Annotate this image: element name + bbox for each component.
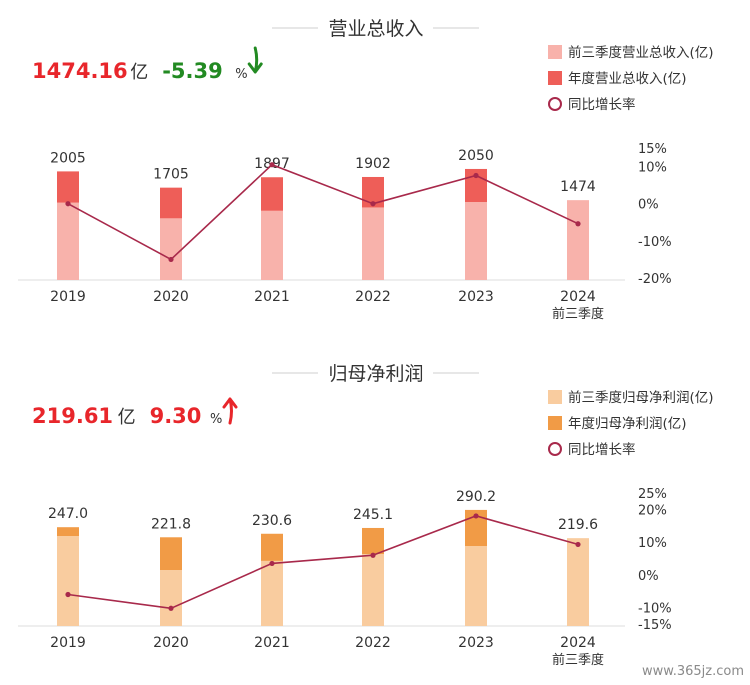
chart2-legend-swatch-annual — [548, 416, 562, 430]
chart1-bar-q3-2024 — [567, 200, 589, 280]
chart1-data-label-2022: 1902 — [355, 156, 391, 172]
chart2-growth-point-2019 — [65, 591, 71, 598]
chart2-data-label-2020: 221.8 — [151, 516, 191, 532]
chart1-x-tick-2024: 2024 — [560, 289, 596, 305]
chart1-headline-value: 1474.16 — [32, 59, 128, 83]
chart2-bar-q3-2023 — [465, 546, 487, 626]
chart2-y2-tick-20: 20% — [638, 503, 667, 518]
chart1-growth-point-2023 — [473, 172, 479, 179]
chart1-title: 营业总收入 — [328, 18, 423, 40]
chart2-legend-label-q3: 前三季度归母净利润(亿) — [568, 389, 714, 406]
chart1-legend-label-q3: 前三季度营业总收入(亿) — [568, 44, 714, 61]
chart2-legend-label-growth: 同比增长率 — [568, 441, 636, 458]
chart2-y2-tick-25: 25% — [638, 487, 667, 502]
chart1-x-tick-2020: 2020 — [153, 289, 189, 305]
chart2-data-label-2022: 245.1 — [353, 507, 393, 523]
chart1-bar-q3-2023 — [465, 202, 487, 280]
chart1-y2-tick-0: 0% — [638, 198, 659, 213]
chart1-headline-unit: 亿 — [130, 62, 148, 83]
chart1-growth-point-2022 — [370, 201, 376, 207]
chart1-data-label-2023: 2050 — [458, 148, 494, 164]
chart1-y2-tick--10: -10% — [638, 235, 672, 250]
chart1-headline-change-unit: % — [235, 67, 247, 82]
chart2-bar-q3-2020 — [160, 570, 182, 626]
chart1-growth-point-2024 — [575, 221, 581, 227]
chart1-growth-point-2020 — [168, 256, 174, 263]
chart1-arrow-down-icon — [247, 46, 263, 74]
chart2-data-label-2023: 290.2 — [456, 489, 496, 505]
chart1-headline-change: -5.39 — [162, 59, 223, 83]
chart2-bar-q3-2021 — [261, 560, 283, 626]
chart2-bar-q3-2019 — [57, 536, 79, 626]
chart1-legend-swatch-annual — [548, 71, 562, 85]
chart1-legend-swatch-growth — [548, 97, 562, 111]
chart2-x-tick-2019: 2019 — [50, 635, 86, 651]
chart2-x-tick-2023: 2023 — [458, 635, 494, 651]
chart1-y2-tick--20: -20% — [638, 272, 672, 287]
chart1-bar-q3-2019 — [57, 202, 79, 280]
chart2-legend-label-annual: 年度归母净利润(亿) — [568, 415, 687, 432]
watermark: www.365jz.com — [642, 664, 744, 679]
chart2-growth-point-2021 — [269, 560, 275, 567]
chart2-y2-tick--10: -10% — [638, 602, 672, 617]
chart1-data-label-2020: 1705 — [153, 167, 189, 183]
chart1-y2-tick-10: 10% — [638, 161, 667, 176]
chart2-data-label-2024: 219.6 — [558, 517, 598, 533]
chart2-title: 归母净利润 — [328, 363, 423, 385]
chart1-x-sublabel-2024: 前三季度 — [552, 306, 604, 322]
chart2-growth-point-2023 — [473, 513, 479, 519]
chart2-growth-point-2024 — [575, 541, 581, 548]
chart2-headline-value: 219.61 — [32, 404, 113, 428]
chart2-x-tick-2022: 2022 — [355, 635, 391, 651]
chart2-growth-line — [67, 515, 579, 610]
chart1-bar-q3-2022 — [362, 207, 384, 280]
chart1-legend-swatch-q3 — [548, 45, 562, 59]
chart2-bar-q3-2022 — [362, 554, 384, 626]
chart1-data-label-2024: 1474 — [560, 179, 596, 195]
chart1-data-label-2019: 2005 — [50, 150, 86, 166]
chart2-x-tick-2020: 2020 — [153, 635, 189, 651]
chart2-x-sublabel-2024: 前三季度 — [552, 652, 604, 668]
chart2-data-label-2019: 247.0 — [48, 506, 88, 522]
chart2-headline-change-unit: % — [210, 412, 222, 427]
chart2-data-label-2021: 230.6 — [252, 513, 292, 529]
chart2-y2-tick-10: 10% — [638, 536, 667, 551]
chart2-y2-tick--15: -15% — [638, 618, 672, 633]
chart1-growth-line — [67, 163, 579, 261]
chart2-headline-unit: 亿 — [118, 407, 136, 428]
chart2-y2-tick-0: 0% — [638, 569, 659, 584]
chart1-bar-q3-2020 — [160, 218, 182, 280]
chart1-x-tick-2023: 2023 — [458, 289, 494, 305]
chart2-headline-change: 9.30 — [150, 404, 202, 428]
chart1-legend-label-growth: 同比增长率 — [568, 96, 636, 113]
chart1-x-tick-2022: 2022 — [355, 289, 391, 305]
chart1-growth-point-2021 — [269, 162, 275, 168]
chart1-y2-tick-15: 15% — [638, 142, 667, 157]
chart1-legend-label-annual: 年度营业总收入(亿) — [568, 71, 687, 87]
chart2-x-tick-2021: 2021 — [254, 635, 290, 651]
chart1-x-tick-2021: 2021 — [254, 289, 290, 305]
chart2-legend-swatch-growth — [548, 442, 562, 456]
chart2-legend-swatch-q3 — [548, 390, 562, 404]
chart2-bar-q3-2024 — [567, 538, 589, 626]
chart2-arrow-up-icon — [222, 397, 238, 425]
chart1-x-tick-2019: 2019 — [50, 289, 86, 305]
chart1-growth-point-2019 — [65, 201, 71, 207]
chart2-growth-point-2022 — [370, 552, 376, 558]
chart2-x-tick-2024: 2024 — [560, 635, 596, 651]
chart2-growth-point-2020 — [168, 605, 174, 611]
chart1-bar-q3-2021 — [261, 210, 283, 280]
